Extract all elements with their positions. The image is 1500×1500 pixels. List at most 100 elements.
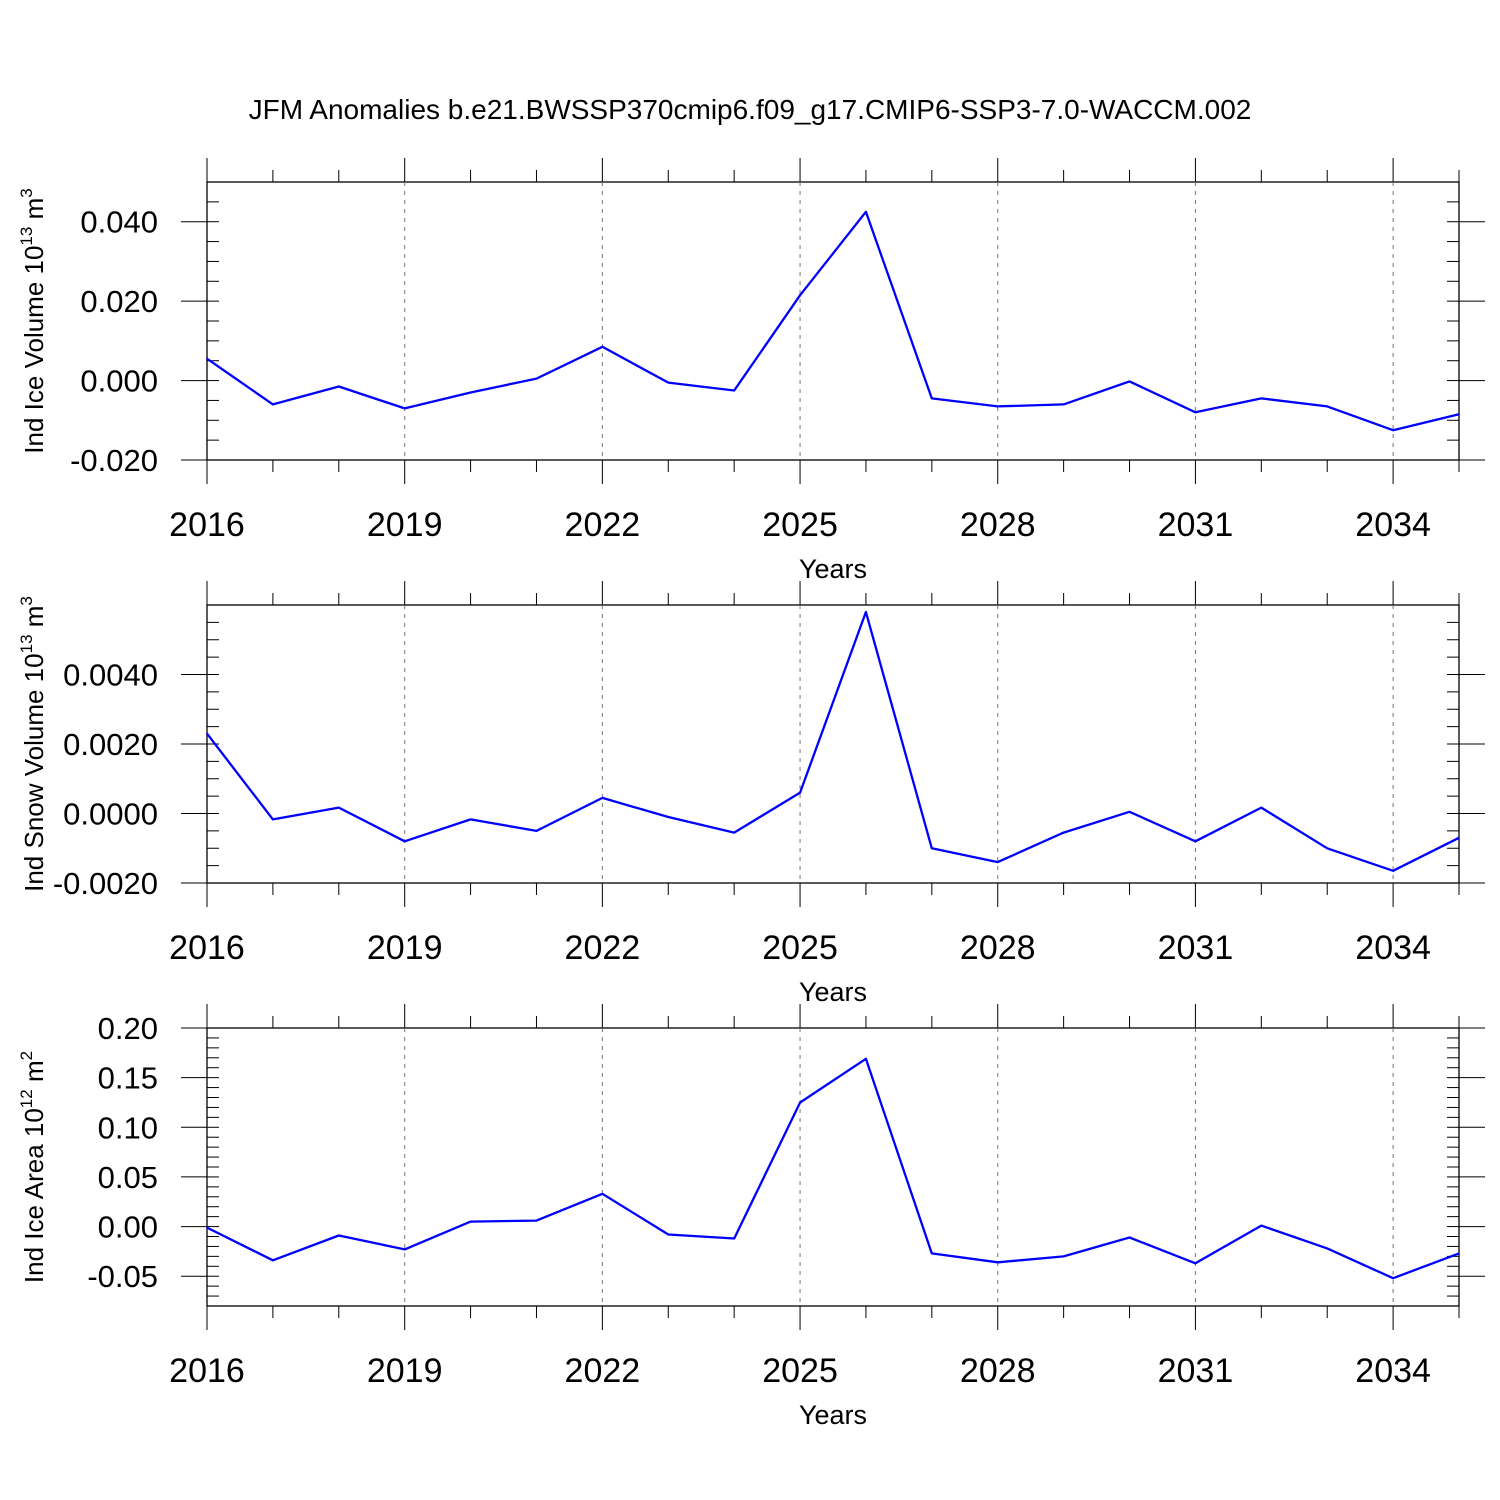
data-point bbox=[733, 389, 735, 392]
x-tick-label: 2034 bbox=[1355, 506, 1431, 544]
panel-2: -0.0020 0.0000 0.0020 0.0040 2016 2019 2022 202… bbox=[17, 581, 1485, 1007]
data-point bbox=[469, 818, 472, 821]
x-axis-label: Years bbox=[799, 977, 867, 1007]
y-tick-label: 0.20 bbox=[98, 1011, 158, 1046]
data-point bbox=[1458, 837, 1460, 839]
data-point bbox=[931, 397, 933, 400]
data-point bbox=[601, 797, 604, 799]
y-tick-label: -0.020 bbox=[70, 443, 158, 478]
y-tick-label: 0.0020 bbox=[63, 727, 158, 762]
data-point bbox=[996, 405, 999, 408]
series-line bbox=[206, 1057, 1460, 1280]
y-axis-label-unit-exponent: 3 bbox=[17, 188, 36, 197]
y-axis-label: Ind Snow Volume 1013 m3 bbox=[17, 596, 49, 892]
x-tick-label: 2025 bbox=[762, 506, 838, 544]
data-point bbox=[1260, 397, 1263, 400]
y-axis-label: Ind Ice Area 1012 m2 bbox=[17, 1051, 49, 1283]
data-point bbox=[799, 1101, 801, 1104]
y-axis-label-main: Ind Ice Volume 10 bbox=[19, 246, 49, 454]
y-axis-label-unit: m bbox=[19, 606, 49, 635]
data-point bbox=[1326, 1247, 1329, 1250]
x-axis-label: Years bbox=[799, 1400, 867, 1430]
data-point bbox=[1062, 831, 1065, 834]
data-point bbox=[1326, 405, 1329, 408]
plot-frame bbox=[206, 1027, 1460, 1307]
data-point bbox=[601, 346, 604, 348]
x-tick-label: 2031 bbox=[1158, 929, 1234, 967]
chart-title: JFM Anomalies b.e21.BWSSP370cmip6.f09_g1… bbox=[249, 94, 1252, 125]
series-line bbox=[206, 210, 1460, 432]
data-point bbox=[1260, 1224, 1263, 1227]
data-point bbox=[1326, 847, 1329, 850]
x-tick-label: 2028 bbox=[960, 1352, 1036, 1390]
data-point bbox=[865, 1057, 867, 1060]
data-point bbox=[733, 831, 735, 834]
data-point bbox=[337, 1234, 340, 1237]
data-point bbox=[931, 1252, 933, 1255]
data-point bbox=[1128, 380, 1131, 383]
x-tick-label: 2022 bbox=[565, 506, 641, 544]
data-point bbox=[996, 861, 999, 863]
data-point bbox=[799, 294, 801, 296]
y-tick-label: 0.040 bbox=[80, 205, 158, 240]
data-point bbox=[403, 840, 406, 843]
data-point bbox=[403, 407, 406, 410]
y-axis-label-exponent: 13 bbox=[17, 227, 36, 246]
panel-3: -0.05 0.00 0.05 0.10 0.15 0.20 2016 2019 2022 202… bbox=[17, 1004, 1485, 1430]
data-point bbox=[469, 1220, 472, 1223]
x-axis-label: Years bbox=[799, 554, 867, 584]
y-axis-label-unit-exponent: 3 bbox=[17, 596, 36, 605]
x-tick-label: 2019 bbox=[367, 1352, 443, 1390]
x-tick-label: 2031 bbox=[1158, 1352, 1234, 1390]
data-point bbox=[1194, 411, 1197, 414]
data-point bbox=[865, 611, 867, 613]
y-tick-label: 0.000 bbox=[80, 364, 158, 399]
data-point bbox=[1194, 840, 1197, 843]
x-tick-label: 2028 bbox=[960, 929, 1036, 967]
data-point bbox=[206, 357, 208, 360]
data-point bbox=[799, 791, 801, 794]
y-tick-label: 0.15 bbox=[98, 1061, 158, 1096]
data-point bbox=[1458, 1252, 1460, 1255]
y-axis-label-main: Ind Ice Area 10 bbox=[19, 1108, 49, 1283]
y-tick-label: 0.0040 bbox=[63, 658, 158, 693]
x-tick-label: 2016 bbox=[169, 506, 245, 544]
y-axis-label-exponent: 12 bbox=[17, 1089, 36, 1108]
data-point bbox=[272, 403, 274, 406]
y-tick-label: 0.00 bbox=[98, 1210, 158, 1245]
data-point bbox=[1128, 810, 1131, 813]
series-line bbox=[206, 610, 1460, 872]
data-point bbox=[535, 1219, 538, 1222]
data-point bbox=[931, 847, 933, 850]
data-point bbox=[996, 1261, 999, 1264]
y-axis-label-exponent: 13 bbox=[17, 634, 36, 653]
x-tick-label: 2016 bbox=[169, 1352, 245, 1390]
y-tick-label: 0.0000 bbox=[63, 797, 158, 832]
data-point bbox=[272, 818, 274, 821]
data-point bbox=[272, 1259, 274, 1262]
data-point bbox=[535, 377, 538, 380]
data-point bbox=[206, 732, 208, 735]
data-point bbox=[667, 816, 670, 818]
data-point bbox=[1062, 403, 1065, 406]
y-axis-label-unit-exponent: 2 bbox=[17, 1051, 36, 1060]
y-axis-label-main: Ind Snow Volume 10 bbox=[19, 653, 49, 892]
plot-frame bbox=[206, 181, 1460, 461]
x-tick-label: 2028 bbox=[960, 506, 1036, 544]
data-point bbox=[1458, 413, 1460, 416]
data-point bbox=[403, 1248, 406, 1251]
y-axis-label: Ind Ice Volume 1013 m3 bbox=[17, 188, 49, 453]
x-tick-label: 2016 bbox=[169, 929, 245, 967]
data-point bbox=[1392, 429, 1394, 432]
x-tick-label: 2031 bbox=[1158, 506, 1234, 544]
data-point bbox=[733, 1237, 735, 1240]
y-axis-label-unit: m bbox=[19, 1060, 49, 1089]
y-tick-label: 0.10 bbox=[98, 1110, 158, 1145]
x-tick-label: 2025 bbox=[762, 929, 838, 967]
x-tick-label: 2019 bbox=[367, 506, 443, 544]
x-tick-label: 2022 bbox=[565, 929, 641, 967]
y-tick-label: -0.05 bbox=[87, 1259, 158, 1294]
y-axis-label-unit: m bbox=[19, 198, 49, 227]
data-point bbox=[1194, 1262, 1197, 1265]
data-point bbox=[337, 385, 340, 388]
